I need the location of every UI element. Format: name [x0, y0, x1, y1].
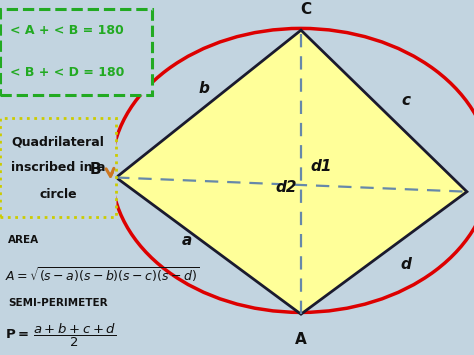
Text: $\mathbf{P=}\,\dfrac{a+b+c+d}{2}$: $\mathbf{P=}\,\dfrac{a+b+c+d}{2}$	[5, 321, 116, 349]
Text: b: b	[198, 81, 209, 96]
Text: d2: d2	[275, 180, 297, 195]
FancyBboxPatch shape	[0, 118, 116, 217]
Text: C: C	[301, 2, 311, 17]
Text: < A + < B = 180: < A + < B = 180	[10, 24, 124, 38]
Text: SEMI-PERIMETER: SEMI-PERIMETER	[8, 298, 108, 308]
Text: $A = \sqrt{(s-a)(s-b)(s-c)(s-d)}$: $A = \sqrt{(s-a)(s-b)(s-c)(s-d)}$	[5, 266, 200, 284]
FancyArrowPatch shape	[106, 168, 114, 176]
FancyBboxPatch shape	[0, 9, 152, 95]
Text: c: c	[401, 93, 410, 108]
Text: A: A	[295, 332, 307, 347]
Text: AREA: AREA	[8, 235, 39, 245]
Text: d: d	[401, 257, 411, 272]
Text: B: B	[90, 162, 101, 177]
Text: Quadrilateral: Quadrilateral	[11, 136, 104, 148]
Polygon shape	[116, 30, 467, 314]
Text: circle: circle	[39, 189, 77, 202]
Text: < B + < D = 180: < B + < D = 180	[10, 66, 124, 80]
Text: a: a	[182, 233, 191, 248]
Text: inscribed in a: inscribed in a	[11, 161, 105, 174]
Text: d1: d1	[311, 159, 332, 174]
